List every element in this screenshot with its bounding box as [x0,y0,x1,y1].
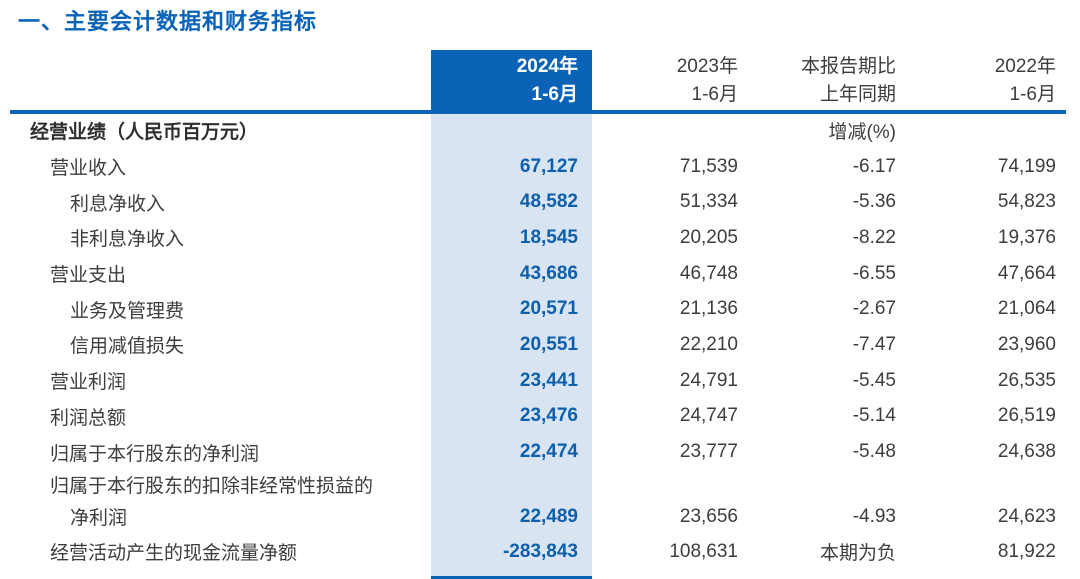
row-label-line2: 净利润 [70,508,128,530]
row-label: 业务及管理费 [70,300,185,322]
cell-2023: 22,210 [679,333,738,355]
row-label: 营业收入 [50,158,127,180]
table-row: 经营活动产生的现金流量净额 -283,843 108,631 本期为负 81,9… [0,534,1066,570]
cell-2022: 54,823 [997,191,1056,213]
cell-2023: 20,205 [679,226,738,248]
cell-2022: 26,519 [997,405,1056,427]
cell-2024: 20,571 [519,298,578,320]
row-label: 营业利润 [50,372,127,394]
cell-2023: 24,791 [679,369,738,391]
cell-2024: 48,582 [519,191,578,213]
table-body: 经营业绩（人民币百万元） 增减(%) 营业收入 67,127 71,539 -6… [0,113,1066,570]
cell-2022: 81,922 [997,540,1056,562]
column-bottom-edge [431,576,592,579]
cell-2024: 23,441 [519,369,578,391]
column-header-2022: 2022年 1-6月 [994,56,1056,105]
cell-2022: 24,623 [997,505,1056,527]
cell-2022: 47,664 [997,262,1056,284]
row-label: 信用减值损失 [70,336,185,358]
cell-2023: 23,656 [679,505,738,527]
row-label: 营业支出 [50,265,127,287]
table-row: 营业支出 43,686 46,748 -6.55 47,664 [0,256,1066,292]
cell-change: -5.36 [852,191,896,213]
table-row: 业务及管理费 20,571 21,136 -2.67 21,064 [0,291,1066,327]
table-row: 归属于本行股东的净利润 22,474 23,777 -5.48 24,638 [0,434,1066,470]
cell-2024: 67,127 [519,155,578,177]
cell-2022: 26,535 [997,369,1056,391]
cell-2024: 22,474 [519,441,578,463]
cell-2022: 19,376 [997,226,1056,248]
row-label: 利息净收入 [70,193,166,215]
table-row: 营业收入 67,127 71,539 -6.17 74,199 [0,149,1066,185]
cell-2024: 43,686 [519,262,578,284]
cell-change: -4.93 [852,505,896,527]
cell-change: -6.17 [852,155,896,177]
table-row: 非利息净收入 18,545 20,205 -8.22 19,376 [0,220,1066,256]
cell-change: -5.45 [852,369,896,391]
table-row-two-line: 归属于本行股东的扣除非经常性损益的 净利润 22,489 23,656 -4.9… [0,470,1066,534]
cell-2022: 21,064 [997,298,1056,320]
cell-change: -7.47 [852,333,896,355]
cell-2023: 23,777 [679,441,738,463]
column-header-2024: 2024年 1-6月 [516,56,578,105]
table-row: 利润总额 23,476 24,747 -5.14 26,519 [0,399,1066,435]
cell-change: -5.14 [852,405,896,427]
column-header-change: 本报告期比 上年同期 [800,56,896,105]
cell-2024: -283,843 [502,540,578,562]
cell-2022: 23,960 [997,333,1056,355]
cell-2023: 24,747 [679,405,738,427]
row-label: 非利息净收入 [70,229,185,251]
table-row: 营业利润 23,441 24,791 -5.45 26,535 [0,363,1066,399]
row-label: 利润总额 [50,407,127,429]
cell-change: -5.48 [852,441,896,463]
table-row: 利息净收入 48,582 51,334 -5.36 54,823 [0,184,1066,220]
cell-2024: 20,551 [519,333,578,355]
highlight-column-header-background [431,50,592,110]
section-row: 经营业绩（人民币百万元） 增减(%) [0,113,1066,149]
cell-2024: 18,545 [519,226,578,248]
section-label: 经营业绩（人民币百万元） [30,122,259,144]
change-unit-note: 增减(%) [828,122,896,144]
row-label-line1: 归属于本行股东的扣除非经常性损益的 [50,476,374,498]
table-row: 信用减值损失 20,551 22,210 -7.47 23,960 [0,327,1066,363]
page-title: 一、主要会计数据和财务指标 [18,9,318,34]
table-header-rule [10,110,1066,114]
cell-change: 本期为负 [819,543,896,565]
cell-2023: 108,631 [669,540,738,562]
cell-change: -2.67 [852,298,896,320]
cell-2022: 74,199 [997,155,1056,177]
row-label: 经营活动产生的现金流量净额 [50,543,298,565]
cell-2023: 21,136 [679,298,738,320]
row-label: 归属于本行股东的净利润 [50,443,260,465]
cell-2024: 22,489 [519,505,578,527]
cell-2023: 71,539 [679,155,738,177]
cell-change: -8.22 [852,226,896,248]
column-header-2023: 2023年 1-6月 [676,56,738,105]
cell-2023: 46,748 [679,262,738,284]
cell-2023: 51,334 [679,191,738,213]
cell-2022: 24,638 [997,441,1056,463]
cell-2024: 23,476 [519,405,578,427]
highlight-column-background [431,110,592,576]
cell-change: -6.55 [852,262,896,284]
